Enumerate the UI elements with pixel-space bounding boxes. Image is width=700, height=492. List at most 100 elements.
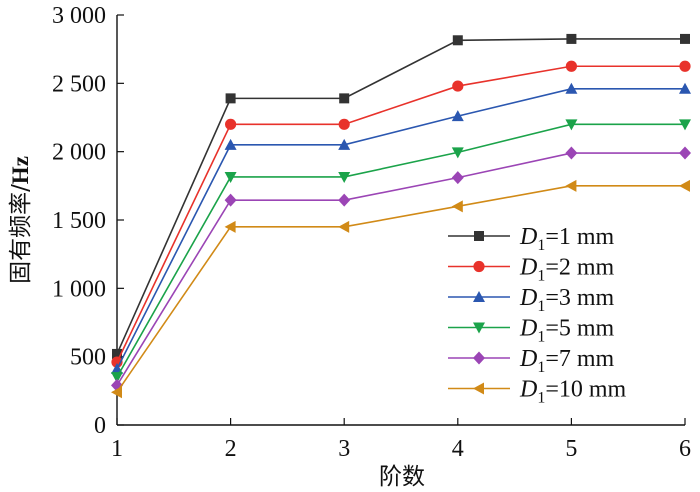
legend-label-rest: =3 mm [545, 285, 614, 311]
legend-item: D1=10 mm [448, 377, 627, 407]
legend-label: D1=7 mm [519, 346, 615, 376]
y-tick-label: 1 500 [52, 208, 106, 234]
series-group [111, 33, 691, 399]
series-4 [111, 119, 691, 384]
series-line [116, 185, 685, 393]
data-point [451, 147, 464, 159]
series-1 [112, 33, 690, 359]
legend-marker [473, 382, 484, 395]
x-axis-title: 阶数 [379, 464, 425, 490]
tick-labels: 0 500 1 000 1 500 2 000 2 500 3 000 1 2 3 4 5 6 [52, 3, 691, 462]
x-tick-label: 2 [225, 436, 237, 462]
data-point [111, 386, 122, 399]
legend-item: D1=7 mm [448, 346, 615, 376]
data-point [224, 193, 237, 207]
legend-marker [474, 231, 484, 241]
y-tick-label: 3 000 [52, 3, 106, 29]
legend-label-rest: =7 mm [545, 346, 614, 372]
legend-label-rest: =2 mm [545, 255, 614, 281]
x-tick-label: 5 [565, 436, 577, 462]
x-tick-label: 1 [111, 436, 123, 462]
legend-marker [473, 291, 485, 302]
data-point [452, 80, 464, 92]
y-tick-label: 2 500 [52, 71, 106, 97]
data-point [679, 82, 691, 94]
y-tick-label: 1 000 [52, 276, 106, 302]
legend-label: D1=10 mm [519, 377, 627, 407]
x-tick-label: 3 [338, 436, 350, 462]
legend-label-subscript: 1 [537, 237, 545, 254]
legend-item: D1=2 mm [448, 255, 615, 285]
series-line [116, 152, 685, 386]
y-axis-title: 固有频率/Hz [8, 156, 34, 284]
data-point [565, 146, 578, 160]
legend-label-rest: =10 mm [545, 377, 626, 403]
legend-item: D1=3 mm [448, 285, 615, 315]
data-point [338, 118, 350, 130]
legend-label-subscript: 1 [537, 268, 545, 285]
data-point [566, 33, 577, 44]
data-point [680, 33, 690, 44]
legend-label-var: D [519, 255, 537, 281]
data-point [224, 138, 237, 150]
legend-marker [473, 322, 485, 334]
legend-label: D1=2 mm [519, 255, 615, 285]
data-point [679, 179, 690, 192]
data-point [565, 82, 578, 94]
legend-label-subscript: 1 [537, 329, 545, 346]
data-point [338, 220, 350, 233]
data-point [338, 171, 351, 183]
x-tick-label: 4 [452, 436, 464, 462]
y-axis-title-text: 固有频率/Hz [8, 156, 34, 284]
legend-label: D1=5 mm [519, 316, 615, 346]
y-axis-title-prefix: 固有频率/ [8, 184, 34, 284]
data-point [451, 110, 464, 122]
legend-label: D1=3 mm [519, 285, 615, 315]
legend-label-subscript: 1 [537, 390, 545, 407]
legend-label-var: D [519, 377, 537, 403]
legend-label-var: D [519, 285, 537, 311]
y-axis-title-unit: Hz [8, 156, 33, 184]
data-point [679, 60, 691, 72]
data-point [224, 171, 237, 183]
legend-label-rest: =5 mm [545, 316, 614, 342]
series-6 [111, 179, 690, 399]
legend-item: D1=1 mm [448, 224, 615, 254]
data-point [451, 171, 464, 185]
legend-label-var: D [519, 346, 537, 372]
legend-label-var: D [519, 224, 537, 250]
data-point [225, 93, 236, 104]
data-point [338, 138, 351, 150]
data-point [679, 119, 691, 131]
data-point [452, 35, 463, 46]
data-point [112, 348, 122, 359]
data-point [224, 220, 236, 233]
legend-marker [473, 260, 485, 273]
data-point [338, 193, 351, 207]
data-point [225, 118, 237, 130]
series-5 [111, 146, 691, 392]
series-2 [111, 60, 691, 368]
legend-label: D1=1 mm [519, 224, 615, 254]
tick-marks [116, 14, 686, 426]
legend-label-rest: =1 mm [545, 224, 614, 250]
data-point [565, 179, 577, 192]
data-point [339, 93, 350, 104]
legend-label-subscript: 1 [537, 359, 545, 376]
series-line [116, 88, 685, 370]
data-point [565, 60, 578, 72]
legend-label-subscript: 1 [537, 298, 545, 315]
legend-item: D1=5 mm [448, 316, 615, 346]
data-point [679, 146, 691, 160]
data-point [565, 119, 578, 131]
y-tick-label: 2 000 [52, 140, 106, 166]
series-line [116, 123, 685, 378]
legend-marker [473, 351, 485, 365]
data-point [451, 200, 463, 213]
data-point [111, 372, 123, 384]
x-tick-label: 6 [679, 436, 691, 462]
series-line [116, 38, 685, 355]
